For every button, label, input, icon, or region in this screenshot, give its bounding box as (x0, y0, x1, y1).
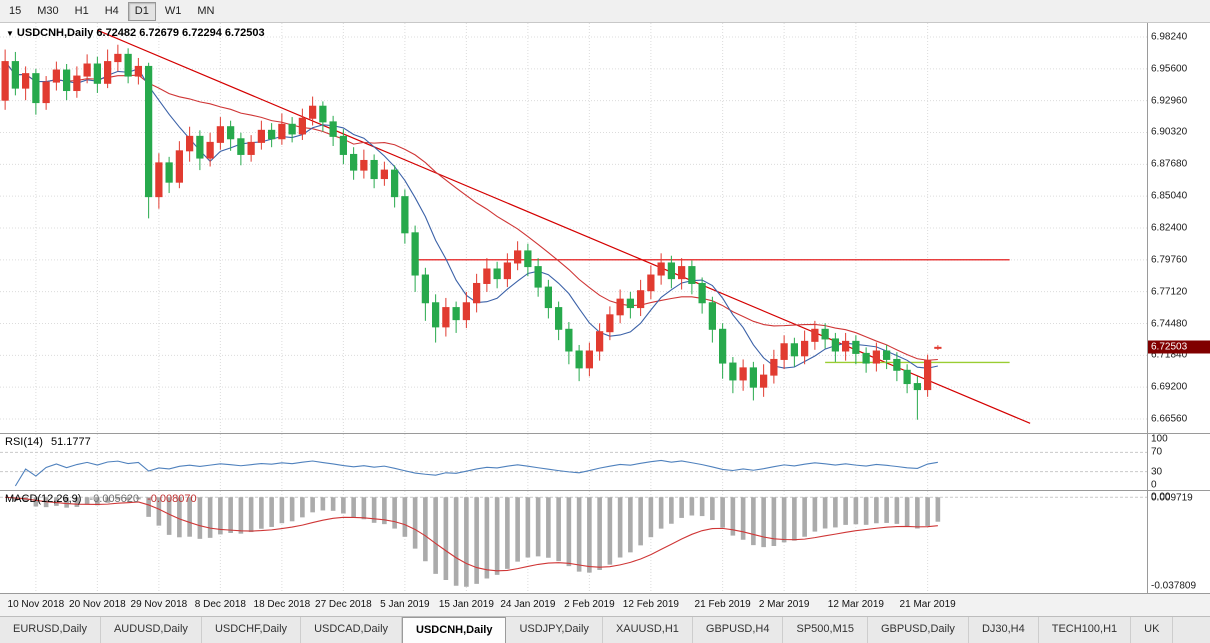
date-label: 21 Mar 2019 (899, 599, 956, 610)
price-axis-label: 6.92960 (1151, 95, 1188, 107)
price-axis-label: 6.77120 (1151, 286, 1188, 298)
price-axis-label: 6.79760 (1151, 254, 1188, 266)
macd-label-line: MACD(12,26,9) -0.005620 -0.008070 (5, 493, 197, 505)
main-chart-canvas[interactable] (0, 23, 1148, 433)
ohlc-low: 6.72294 (182, 27, 222, 39)
date-label: 2 Mar 2019 (758, 599, 810, 610)
rsi-canvas[interactable] (0, 434, 1148, 490)
macd-canvas[interactable] (0, 491, 1148, 593)
timeframe-toolbar: 15 M30 H1 H4 D1 W1 MN (0, 0, 1210, 23)
symbol-ohlc-line: ▼ USDCNH,Daily 6.72482 6.72679 6.72294 6.… (6, 27, 265, 39)
macd-axis-zero-label: 0.00 (1151, 491, 1171, 503)
symbol-tab-USDCNH-Daily[interactable]: USDCNH,Daily (402, 617, 507, 643)
macd-indicator-pane: MACD(12,26,9) -0.005620 -0.008070 0.0097… (0, 490, 1210, 593)
date-label: 29 Nov 2018 (130, 599, 188, 610)
main-plot-svg (0, 23, 1148, 433)
rsi-label-line: RSI(14) 51.1777 (5, 436, 91, 448)
price-axis-label: 6.98240 (1151, 31, 1188, 43)
date-label: 27 Dec 2018 (315, 599, 372, 610)
macd-axis-max-label: 0.009719 (1151, 492, 1193, 504)
date-label: 12 Feb 2019 (622, 599, 679, 610)
macd-name: MACD(12,26,9) (5, 493, 82, 505)
price-axis-label: 6.90320 (1151, 126, 1188, 138)
macd-signal-value: -0.008070 (147, 493, 197, 505)
price-axis-label: 6.69200 (1151, 381, 1188, 393)
macd-axis[interactable]: 0.009719 0.00 -0.037809 (1147, 491, 1210, 593)
symbol-tab-DJ30-H4[interactable]: DJ30,H4 (969, 617, 1039, 643)
date-label: 5 Jan 2019 (380, 599, 430, 610)
rsi-indicator-pane: RSI(14) 51.1777 100 70 30 0 (0, 433, 1210, 491)
ohlc-open: 6.72482 (96, 27, 137, 39)
candles-layer (1, 44, 942, 420)
rsi-value: 51.1777 (50, 436, 91, 448)
symbol-tab-USDCAD-Daily[interactable]: USDCAD,Daily (301, 617, 403, 643)
symbol-marker-icon: ▼ (6, 29, 14, 38)
timeframe-button-D1[interactable]: D1 (127, 1, 156, 21)
date-label: 10 Nov 2018 (7, 599, 65, 610)
date-label: 20 Nov 2018 (69, 599, 126, 610)
date-label: 21 Feb 2019 (694, 599, 751, 610)
symbol-tab-GBPUSD-H4[interactable]: GBPUSD,H4 (693, 617, 784, 643)
price-axis-label: 6.87680 (1151, 158, 1188, 170)
rsi-level-label: 100 (1151, 433, 1168, 445)
symbol-label: USDCNH,Daily (16, 27, 94, 39)
price-axis-label: 6.85040 (1151, 190, 1188, 202)
symbol-tab-TECH100-H1[interactable]: TECH100,H1 (1039, 617, 1132, 643)
date-label: 24 Jan 2019 (500, 599, 556, 610)
current-price-badge: 6.72503 (1148, 340, 1210, 354)
symbol-tab-SP500-M15[interactable]: SP500,M15 (783, 617, 868, 643)
rsi-level-label: 30 (1151, 466, 1163, 478)
macd-plot-svg (0, 491, 1148, 593)
macd-axis-min-label: -0.037809 (1151, 580, 1197, 592)
date-label: 18 Dec 2018 (253, 599, 311, 610)
symbol-tab-AUDUSD-Daily[interactable]: AUDUSD,Daily (101, 617, 202, 643)
rsi-name: RSI(14) (5, 436, 43, 448)
timeframe-button-H1[interactable]: H1 (74, 4, 89, 17)
date-label: 8 Dec 2018 (194, 599, 246, 610)
price-axis[interactable]: 6.72503 6.98240 6.95600 6.92960 6.90320 6.87… (1147, 23, 1210, 433)
symbol-tab-USDJPY-Daily[interactable]: USDJPY,Daily (506, 617, 603, 643)
macd-main-value: -0.005620 (89, 493, 140, 505)
price-axis-label: 6.82400 (1151, 222, 1188, 234)
rsi-level-label: 0 (1151, 479, 1157, 491)
symbol-tab-EURUSD-Daily[interactable]: EURUSD,Daily (0, 617, 101, 643)
ohlc-high: 6.72679 (139, 27, 179, 39)
timeframe-button-H4[interactable]: H4 (104, 4, 119, 17)
time-axis-labels: 10 Nov 2018 20 Nov 2018 29 Nov 2018 8 Dec 2… (0, 594, 1148, 616)
rsi-plot-svg (0, 434, 1148, 490)
date-label: 15 Jan 2019 (438, 599, 494, 610)
symbol-tab-XAUUSD-H1[interactable]: XAUUSD,H1 (603, 617, 693, 643)
main-chart-pane: ▼ USDCNH,Daily 6.72482 6.72679 6.72294 6.… (0, 23, 1210, 433)
symbol-tab-USDCHF-Daily[interactable]: USDCHF,Daily (202, 617, 302, 643)
chart-tab-bar: EURUSD,Daily AUDUSD,Daily USDCHF,Daily USDC… (0, 616, 1210, 643)
ohlc-close: 6.72503 (224, 27, 265, 39)
price-axis-label: 6.74480 (1151, 318, 1188, 329)
chart-stack: ▼ USDCNH,Daily 6.72482 6.72679 6.72294 6.… (0, 23, 1210, 643)
timeframe-button-W1[interactable]: W1 (164, 4, 182, 17)
price-axis-label: 6.71840 (1151, 349, 1188, 361)
symbol-tab-UK[interactable]: UK (1131, 617, 1174, 643)
timeframe-button-M30[interactable]: M30 (37, 4, 59, 17)
price-axis-label: 6.95600 (1151, 63, 1188, 75)
time-axis[interactable]: 10 Nov 2018 20 Nov 2018 29 Nov 2018 8 Dec 2… (0, 593, 1210, 616)
price-axis-label: 6.66560 (1151, 413, 1188, 425)
rsi-axis[interactable]: 100 70 30 0 (1147, 433, 1210, 491)
timeframe-button-15[interactable]: 15 (9, 4, 22, 17)
date-label: 12 Mar 2019 (827, 599, 884, 610)
rsi-level-label: 70 (1151, 446, 1163, 458)
date-label: 2 Feb 2019 (564, 599, 615, 610)
timeframe-button-MN[interactable]: MN (197, 4, 215, 17)
symbol-tab-GBPUSD-Daily[interactable]: GBPUSD,Daily (868, 617, 969, 643)
